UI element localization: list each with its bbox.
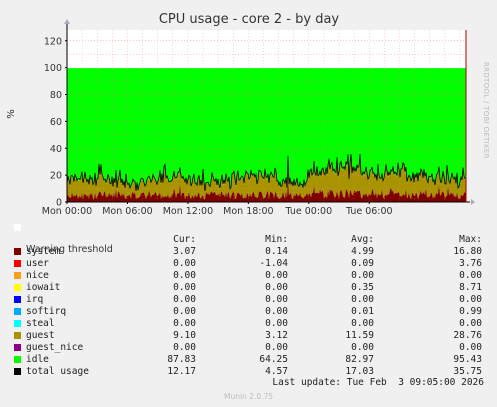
legend-swatch <box>14 308 21 315</box>
warning-threshold-legend: Warning threshold <box>14 222 113 255</box>
legend-value-avg: 17.03 <box>345 366 374 377</box>
legend-value-min: 64.25 <box>259 354 288 365</box>
legend-value-avg: 82.97 <box>345 354 374 365</box>
legend-value-max: 0.00 <box>459 294 482 305</box>
legend-header-max: Max: <box>459 234 482 245</box>
y-tick-label: 60 <box>50 117 62 128</box>
legend-value-min: 0.00 <box>265 294 288 305</box>
legend-value-cur: 12.17 <box>167 366 196 377</box>
legend-value-max: 0.99 <box>459 306 482 317</box>
idle-area <box>67 67 466 192</box>
legend-value-max: 35.75 <box>453 366 482 377</box>
y-axis-label: % <box>6 109 17 119</box>
legend-swatch <box>14 320 21 327</box>
legend-swatch <box>14 248 21 255</box>
x-tick-label: Mon 18:00 <box>223 206 273 217</box>
legend-series-name: softirq <box>26 306 67 317</box>
x-tick-label: Mon 12:00 <box>163 206 213 217</box>
legend-swatch <box>14 356 21 363</box>
legend-series-name: user <box>26 258 49 269</box>
legend-value-max: 0.00 <box>459 342 482 353</box>
legend-series-name: guest_nice <box>26 342 84 353</box>
legend-value-cur: 0.00 <box>173 318 196 329</box>
legend-series-name: nice <box>26 270 49 281</box>
legend-value-cur: 0.00 <box>173 282 196 293</box>
legend-value-avg: 0.00 <box>351 342 374 353</box>
legend-series-name: guest <box>26 330 55 341</box>
legend-series-name: irq <box>26 294 44 305</box>
legend-swatch <box>14 272 21 279</box>
legend-value-max: 28.76 <box>453 330 482 341</box>
legend-value-cur: 0.00 <box>173 258 196 269</box>
legend-series-name: idle <box>26 354 49 365</box>
legend-value-max: 16.80 <box>453 246 482 257</box>
rrdtool-credit: RRDTOOL / TOBI OETIKER <box>482 62 490 159</box>
legend-value-min: 0.00 <box>265 342 288 353</box>
legend-value-min: 4.57 <box>265 366 288 377</box>
legend-value-cur: 0.00 <box>173 342 196 353</box>
legend-swatch <box>14 260 21 267</box>
legend-swatch <box>14 344 21 351</box>
legend-value-cur: 3.07 <box>173 246 196 257</box>
y-tick-label: 20 <box>50 171 62 182</box>
legend-header-cur: Cur: <box>173 234 196 245</box>
legend-value-cur: 0.00 <box>173 306 196 317</box>
munin-version: Munin 2.0.75 <box>223 392 274 401</box>
x-tick-label: Mon 00:00 <box>42 206 92 217</box>
legend-value-min: 3.12 <box>265 330 288 341</box>
y-tick-label: 0 <box>56 198 62 209</box>
y-tick-label: 120 <box>44 36 62 47</box>
y-tick-label: 40 <box>50 144 62 155</box>
legend-value-cur: 0.00 <box>173 270 196 281</box>
legend-value-max: 8.71 <box>459 282 482 293</box>
legend-series-name: total usage <box>26 366 89 377</box>
legend-series-name: system <box>26 246 61 257</box>
warning-threshold-label: Warning threshold <box>26 244 113 255</box>
x-tick-label: Tue 06:00 <box>345 206 393 217</box>
legend-value-max: 0.00 <box>459 270 482 281</box>
legend-swatch <box>14 332 21 339</box>
legend-header-min: Min: <box>265 234 288 245</box>
guest-area <box>67 152 466 200</box>
legend-value-min: 0.00 <box>265 306 288 317</box>
legend-value-min: 0.00 <box>265 270 288 281</box>
legend-value-min: -1.04 <box>259 258 288 269</box>
legend-swatch <box>14 284 21 291</box>
legend-value-max: 95.43 <box>453 354 482 365</box>
warning-threshold-swatch <box>14 224 21 231</box>
y-axis-arrow <box>64 19 70 24</box>
legend-value-cur: 0.00 <box>173 294 196 305</box>
legend-value-avg: 0.00 <box>351 270 374 281</box>
legend-value-avg: 0.00 <box>351 294 374 305</box>
legend-value-max: 3.76 <box>459 258 482 269</box>
legend-value-avg: 0.00 <box>351 318 374 329</box>
chart-title: CPU usage - core 2 - by day <box>159 12 340 27</box>
legend-value-avg: 11.59 <box>345 330 374 341</box>
x-tick-label: Tue 00:00 <box>285 206 333 217</box>
legend-swatch <box>14 368 21 375</box>
legend-value-avg: 4.99 <box>351 246 374 257</box>
legend-value-avg: 0.09 <box>351 258 374 269</box>
legend-swatch <box>14 296 21 303</box>
total-usage-line <box>66 153 467 191</box>
plot-area: 0 20 40 60 80 100 120 Mon 00:00 Mon 06:00 Mon 12:… <box>42 19 475 217</box>
legend-value-avg: 0.01 <box>351 306 374 317</box>
system-area <box>67 181 466 202</box>
x-axis-arrow <box>471 199 475 205</box>
legend-value-cur: 87.83 <box>167 354 196 365</box>
x-tick-label: Mon 06:00 <box>102 206 152 217</box>
legend-value-avg: 0.35 <box>351 282 374 293</box>
legend-value-cur: 9.10 <box>173 330 196 341</box>
legend-value-min: 0.14 <box>265 246 288 257</box>
last-update: Last update: Tue Feb 3 09:05:00 2026 <box>272 377 484 388</box>
legend-value-max: 0.00 <box>459 318 482 329</box>
y-tick-label: 80 <box>50 90 62 101</box>
legend-value-min: 0.00 <box>265 282 288 293</box>
legend-series-name: steal <box>26 318 55 329</box>
y-tick-label: 100 <box>44 63 62 74</box>
legend-value-min: 0.00 <box>265 318 288 329</box>
legend-header-avg: Avg: <box>351 234 374 245</box>
legend-series-name: iowait <box>26 282 61 293</box>
